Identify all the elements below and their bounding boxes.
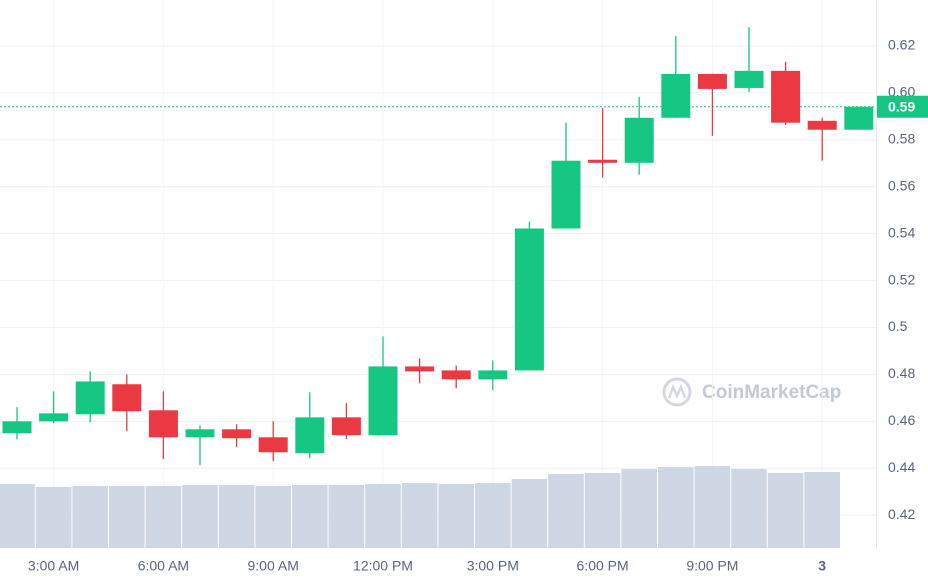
candle-body <box>624 117 654 163</box>
y-tick-label: 0.48 <box>888 365 915 381</box>
volume-bar <box>548 474 584 548</box>
grid <box>0 0 876 548</box>
x-tick-label: 3:00 PM <box>467 558 519 574</box>
volume-bar <box>731 469 767 548</box>
x-tick-label: 3 <box>818 558 826 574</box>
volume-bar <box>0 484 35 548</box>
volume-bar <box>694 466 731 548</box>
y-tick-label: 0.52 <box>888 271 915 287</box>
y-tick-label: 0.58 <box>888 131 915 147</box>
watermark-logo <box>662 377 692 407</box>
candle-body <box>771 70 801 123</box>
volume-bar <box>72 486 108 548</box>
x-tick-label: 6:00 PM <box>577 558 629 574</box>
candle-body <box>588 159 618 163</box>
candle-body <box>551 160 581 229</box>
volume-bar <box>804 472 840 548</box>
x-tick-label: 6:00 AM <box>138 558 189 574</box>
candle-body <box>258 437 288 453</box>
volume-bar <box>658 467 694 548</box>
candle-body <box>734 70 764 88</box>
candle-body <box>222 429 252 439</box>
current-price-tag <box>877 95 928 118</box>
candle-body <box>368 366 398 436</box>
volume-bar <box>255 486 291 548</box>
watermark: CoinMarketCap <box>702 382 841 403</box>
volume-bar <box>109 486 145 548</box>
x-tick-label: 12:00 PM <box>353 558 413 574</box>
volume-bar <box>365 484 401 548</box>
candle-body <box>295 417 325 454</box>
volume-bar <box>35 487 72 548</box>
volume-bar <box>475 483 511 548</box>
candle-body <box>331 417 361 436</box>
volume-bar <box>328 485 365 548</box>
volume-bar <box>438 484 474 548</box>
y-tick-label: 0.60 <box>888 84 915 100</box>
y-tick-label: 0.44 <box>888 459 915 475</box>
volume-bar <box>218 485 255 548</box>
current-price-label: 0.59 <box>888 98 915 114</box>
candle-body <box>148 410 178 438</box>
volume-bar <box>292 485 328 548</box>
x-tick-label: 9:00 PM <box>686 558 738 574</box>
y-tick-label: 0.54 <box>888 224 915 240</box>
candle-body <box>405 366 435 372</box>
candle-body <box>807 120 837 130</box>
y-tick-label: 0.62 <box>888 37 915 53</box>
x-tick-label: 3:00 AM <box>28 558 79 574</box>
volume-bar <box>584 473 621 548</box>
candle-body <box>75 381 105 415</box>
y-tick-label: 0.46 <box>888 412 915 428</box>
candle-body <box>661 73 691 118</box>
candle-body <box>697 73 727 89</box>
candle-body <box>844 106 874 130</box>
volume-bar <box>401 483 438 548</box>
y-tick-label: 0.56 <box>888 177 915 193</box>
candle-body <box>39 413 69 422</box>
volume-bar <box>145 486 182 548</box>
candle-body <box>2 421 32 434</box>
volume-bar <box>767 473 804 548</box>
volume-bar <box>511 479 548 548</box>
y-tick-label: 0.42 <box>888 506 915 522</box>
candle-body <box>185 429 215 438</box>
candle-body <box>112 384 142 412</box>
x-tick-label: 9:00 AM <box>248 558 299 574</box>
y-tick-label: 0.5 <box>888 318 908 334</box>
volume-bar <box>621 469 657 548</box>
candle-body <box>514 228 544 371</box>
volume-bar <box>182 485 218 548</box>
candle-body <box>441 370 471 380</box>
candle-body <box>478 370 508 380</box>
